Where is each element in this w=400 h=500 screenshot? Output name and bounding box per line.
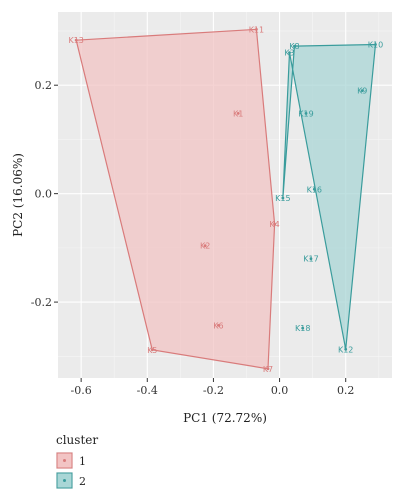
y-tick-label: -0.2 [31,296,52,309]
cluster-1-hull [75,28,276,370]
point-label-K17: K17 [303,255,318,264]
point-label-K8: K8 [289,42,299,51]
point-label-K5: K5 [147,346,157,355]
point-K8 [293,44,296,48]
x-tick-label: 0.0 [271,384,289,397]
legend-title: cluster [56,433,98,447]
x-tick-label: 0.2 [337,384,355,397]
y-axis-title: PC2 (16.06%) [11,153,25,237]
legend-dot-1 [63,459,66,462]
legend-label-1: 1 [79,455,86,468]
point-label-K16: K16 [307,185,322,194]
point-label-K12: K12 [338,345,353,354]
point-label-K1: K1 [233,109,243,118]
y-axis: -0.2 0.0 0.2 [31,79,58,309]
point-K15 [281,196,285,200]
x-tick-label: -0.2 [203,384,224,397]
cluster-2-hull [282,43,377,350]
point-label-K11: K11 [249,25,264,34]
point-K7 [266,367,270,371]
legend-label-2: 2 [79,475,86,488]
point-K18 [301,326,305,330]
point-K12 [344,347,348,351]
point-K6 [216,324,220,327]
point-label-K13: K13 [68,36,83,45]
point-label-K18: K18 [295,324,310,333]
x-tick-label: -0.4 [137,384,158,397]
legend-dot-2 [63,479,66,482]
point-K10 [374,43,377,46]
legend: cluster 1 2 [56,433,98,489]
cluster-hulls [75,28,377,370]
point-K19 [304,111,308,115]
point-K2 [203,244,207,248]
point-K17 [309,257,313,261]
point-label-K19: K19 [298,109,313,118]
x-tick-label: -0.6 [71,384,92,397]
point-K13 [74,38,78,42]
x-axis: -0.6 -0.4 -0.2 0.0 0.2 [71,378,355,397]
point-label-K3: K3 [284,49,294,58]
point-label-K4: K4 [269,220,279,229]
y-tick-label: 0.0 [35,188,53,201]
point-K3 [288,51,291,55]
point-K16 [312,187,316,191]
point-K5 [150,348,154,352]
point-label-K7: K7 [263,365,273,374]
point-label-K2: K2 [200,242,210,251]
point-K11 [255,27,258,31]
x-axis-title: PC1 (72.72%) [183,411,267,425]
point-label-K15: K15 [275,194,290,203]
y-tick-label: 0.2 [35,79,53,92]
point-label-K6: K6 [213,321,223,330]
point-label-K9: K9 [357,87,367,96]
point-K9 [360,89,364,93]
point-label-K10: K10 [368,41,383,50]
point-K1 [236,111,240,115]
point-K4 [273,222,277,226]
